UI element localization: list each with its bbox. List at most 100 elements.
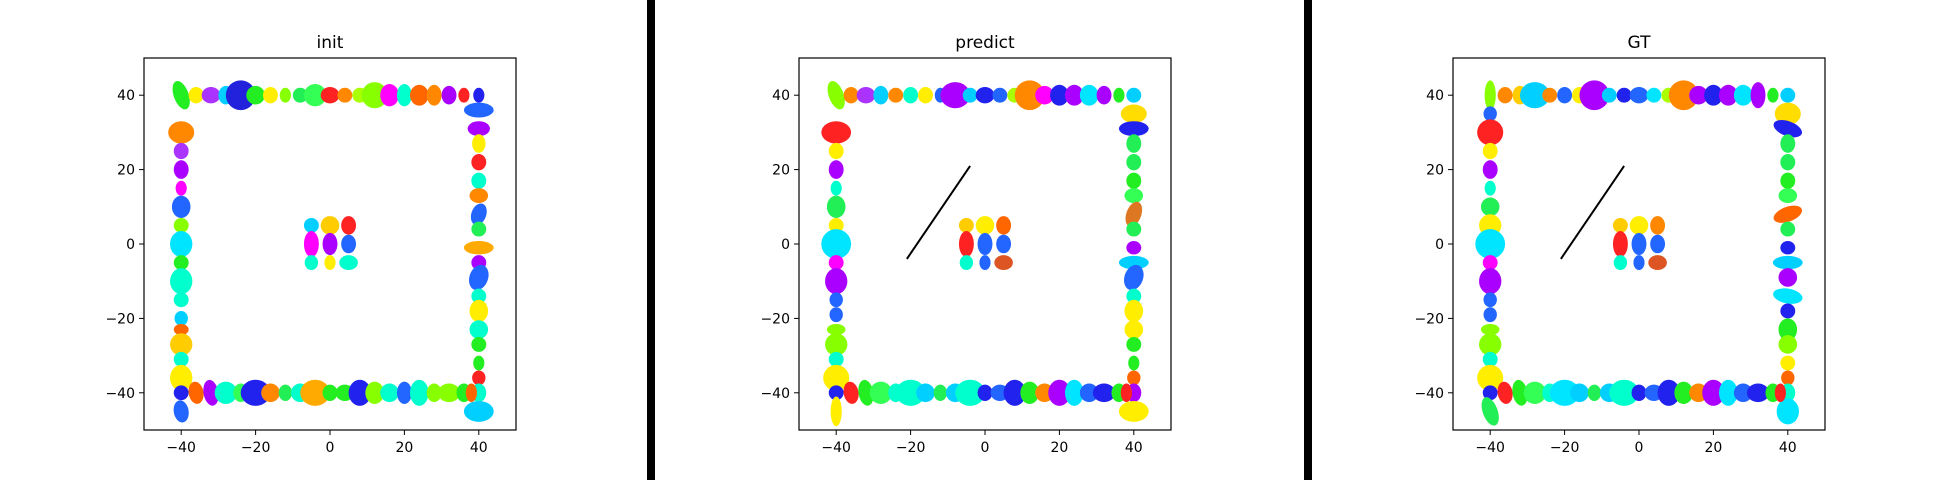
data-ellipse <box>826 195 846 218</box>
data-ellipse <box>1126 221 1142 237</box>
data-ellipse <box>1750 82 1766 109</box>
trajectory-line <box>1560 165 1625 260</box>
data-ellipse <box>473 355 485 371</box>
x-tick-label: 0 <box>981 440 990 456</box>
data-ellipse <box>170 268 193 295</box>
data-ellipse <box>977 232 993 256</box>
data-ellipse <box>1482 142 1498 160</box>
data-ellipse <box>1579 80 1610 111</box>
data-ellipse <box>1064 379 1084 406</box>
data-ellipse <box>175 180 187 196</box>
data-ellipse <box>996 234 1012 254</box>
data-ellipse <box>1704 84 1723 106</box>
data-ellipse <box>1587 384 1602 401</box>
data-ellipse <box>468 264 489 291</box>
data-ellipse <box>1127 370 1141 386</box>
data-ellipse <box>304 255 319 271</box>
data-ellipse <box>1780 221 1796 237</box>
data-ellipse <box>170 230 193 258</box>
data-ellipse <box>1774 383 1786 403</box>
data-ellipse <box>1477 119 1504 146</box>
data-ellipse <box>940 82 971 109</box>
data-ellipse <box>173 160 189 179</box>
data-ellipse <box>1776 398 1799 425</box>
data-ellipse <box>975 216 995 235</box>
data-ellipse <box>1482 385 1498 401</box>
data-ellipse <box>979 255 991 271</box>
data-ellipse <box>278 384 293 401</box>
data-ellipse <box>1780 172 1796 189</box>
data-ellipse <box>1629 87 1649 104</box>
y-tick-label: 20 <box>1426 163 1444 179</box>
data-ellipse <box>1124 188 1144 204</box>
data-ellipse <box>1480 197 1500 217</box>
data-ellipse <box>173 292 189 308</box>
data-ellipse <box>469 299 489 323</box>
data-ellipse <box>172 80 190 110</box>
panel-0: init −40 −20 0 20 40 −40 −20 0 20 40 <box>105 33 517 456</box>
data-ellipse <box>1781 370 1795 386</box>
data-ellipse <box>1118 400 1149 422</box>
data-ellipse <box>1124 320 1144 339</box>
y-tick-label: 0 <box>781 237 790 253</box>
data-ellipse <box>1512 379 1528 406</box>
data-ellipse <box>958 217 974 233</box>
panel-title: predict <box>955 33 1015 53</box>
data-ellipse <box>303 217 319 233</box>
data-ellipse <box>341 234 357 254</box>
data-ellipse <box>173 323 189 336</box>
data-ellipse <box>916 383 935 403</box>
data-ellipse <box>441 85 457 105</box>
data-ellipse <box>173 385 189 401</box>
data-ellipse <box>1733 383 1753 403</box>
y-tick-label: 40 <box>772 88 790 104</box>
data-ellipse <box>1050 84 1069 106</box>
data-ellipse <box>825 268 848 295</box>
data-ellipse <box>1035 85 1054 105</box>
y-tick-label: 40 <box>117 88 135 104</box>
data-ellipse <box>170 364 193 391</box>
data-ellipse <box>1718 84 1738 106</box>
data-ellipse <box>1118 255 1149 270</box>
data-ellipse <box>1120 104 1147 124</box>
x-tick-label: −40 <box>166 440 196 456</box>
y-tick-label: 20 <box>772 163 790 179</box>
data-ellipse <box>830 396 842 427</box>
data-ellipse <box>1773 288 1803 304</box>
data-ellipse <box>1092 383 1116 403</box>
data-ellipse <box>1482 351 1498 367</box>
data-ellipse <box>1746 383 1770 403</box>
data-ellipse <box>1483 292 1497 308</box>
data-ellipse <box>888 87 904 103</box>
data-ellipse <box>1780 87 1796 103</box>
data-ellipse <box>1657 379 1680 406</box>
data-ellipse <box>365 381 384 404</box>
data-ellipse <box>1484 80 1496 111</box>
data-ellipse <box>300 379 330 406</box>
data-ellipse <box>1497 381 1513 404</box>
y-tick-label: −20 <box>105 311 135 327</box>
y-tick-label: 0 <box>126 237 135 253</box>
data-ellipse <box>1613 255 1628 271</box>
data-ellipse <box>303 230 319 258</box>
data-ellipse <box>1479 268 1502 295</box>
y-tick-label: −40 <box>105 386 135 402</box>
x-tick-label: 0 <box>1635 440 1644 456</box>
data-ellipse <box>1523 381 1546 404</box>
data-ellipse <box>1519 82 1550 109</box>
trajectory-line <box>906 165 971 260</box>
data-ellipse <box>1096 85 1112 105</box>
data-ellipse <box>240 379 271 406</box>
data-ellipse <box>1778 268 1798 287</box>
data-ellipse <box>1482 160 1498 179</box>
data-ellipse <box>173 351 189 367</box>
data-ellipse <box>463 102 494 118</box>
data-ellipse <box>1570 383 1589 403</box>
data-ellipse <box>829 307 843 323</box>
data-ellipse <box>1612 230 1628 258</box>
data-ellipse <box>1497 87 1513 104</box>
data-ellipse <box>1126 134 1142 153</box>
data-ellipse <box>1064 84 1084 106</box>
data-ellipse <box>337 87 353 103</box>
data-ellipse <box>1480 323 1500 336</box>
